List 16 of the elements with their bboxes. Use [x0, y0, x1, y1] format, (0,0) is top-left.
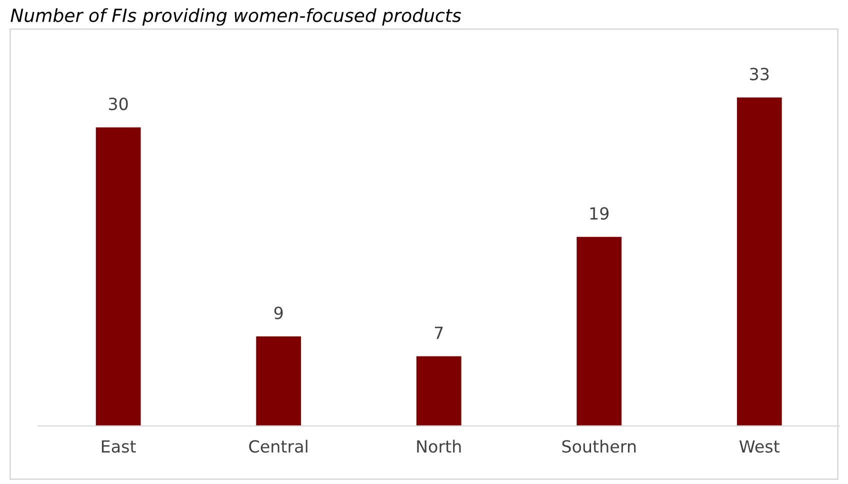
chart-title: Number of FIs providing women-focused products — [10, 8, 462, 26]
x-tick-label: North — [417, 440, 461, 453]
data-label: 9 — [274, 306, 283, 320]
data-label: 7 — [434, 326, 443, 339]
data-label: 19 — [590, 207, 609, 220]
x-tick-label: Southern — [562, 440, 636, 453]
x-tick-label: Central — [249, 440, 308, 453]
x-tick-label: West — [739, 440, 780, 453]
x-tick-label: East — [102, 440, 136, 453]
bar — [416, 356, 462, 426]
data-label: 30 — [108, 98, 128, 110]
bar — [736, 97, 782, 426]
bar — [576, 236, 622, 426]
bar — [96, 127, 141, 426]
data-label: 33 — [750, 68, 769, 80]
bar — [256, 336, 302, 426]
